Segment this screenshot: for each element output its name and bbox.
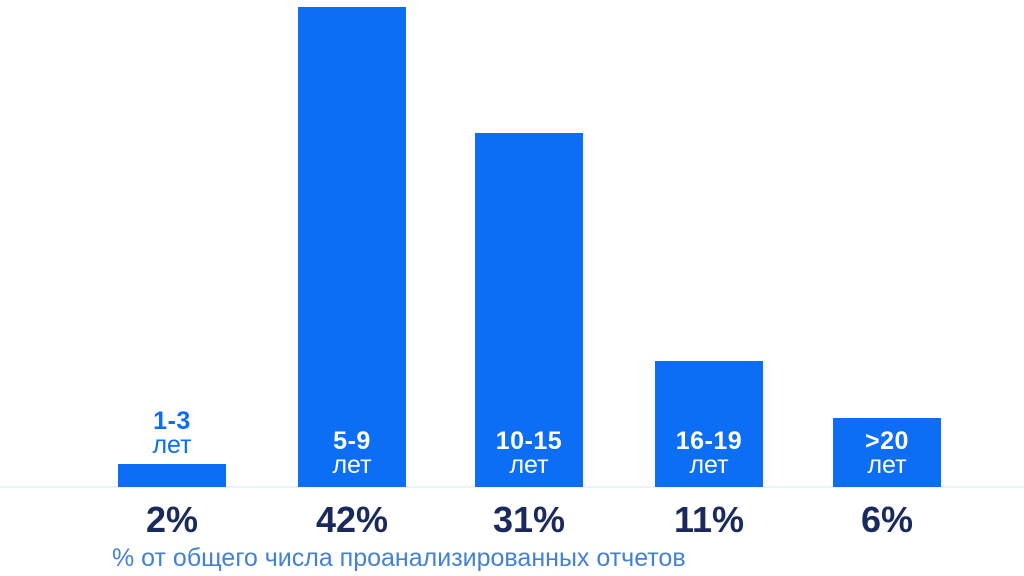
bar-value-label: 31% xyxy=(492,499,566,540)
bar xyxy=(833,418,941,487)
bar-unit-label: лет xyxy=(152,431,192,460)
bar-range-label: >20 xyxy=(865,427,909,455)
bar-category-label: >20 лет xyxy=(833,427,941,479)
bar-group-10-15: 10-15 лет 31% xyxy=(475,0,583,576)
bar-category-label: 10-15 лет xyxy=(475,427,583,479)
bar-value-label: 42% xyxy=(315,499,389,540)
bar-group-16-19: 16-19 лет 11% xyxy=(655,0,763,576)
bar-category-label: 5-9 лет xyxy=(298,427,406,479)
bar-value-label: 2% xyxy=(145,499,199,540)
bar-unit-label: лет xyxy=(867,451,907,479)
bar-group-gt20: >20 лет 6% xyxy=(833,0,941,576)
bar-unit-label: лет xyxy=(689,451,729,479)
baseline-gridline xyxy=(0,486,1024,488)
bar-range-label: 16-19 xyxy=(675,427,743,455)
bar-value-label: 6% xyxy=(860,499,914,540)
chart-caption: % от общего числа проанализированных отч… xyxy=(112,544,686,572)
bar xyxy=(655,361,763,487)
bar xyxy=(475,132,583,487)
bar-unit-label: лет xyxy=(509,451,549,479)
bar-group-5-9: 5-9 лет 42% xyxy=(298,0,406,576)
bar xyxy=(298,7,406,487)
bar-unit-label: лет xyxy=(332,451,372,479)
bar-range-label: 1-3 xyxy=(153,407,191,436)
bar-range-label: 5-9 xyxy=(333,427,371,455)
bar xyxy=(118,464,226,487)
bar-category-label: 1-3 лет xyxy=(118,407,226,460)
bar-group-1-3: 1-3 лет 2% xyxy=(118,0,226,576)
bar-range-label: 10-15 xyxy=(495,427,563,455)
bar-value-label: 11% xyxy=(673,499,745,540)
bar-category-label: 16-19 лет xyxy=(655,427,763,479)
